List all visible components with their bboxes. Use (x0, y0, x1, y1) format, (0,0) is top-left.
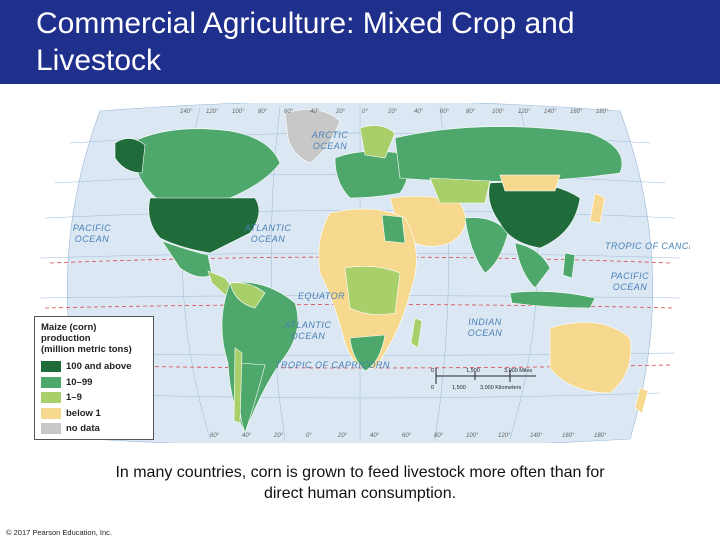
legend-label: 1–9 (66, 392, 82, 404)
longitude-label: 80° (434, 433, 444, 439)
legend-label: 10–99 (66, 376, 93, 388)
new-zealand (634, 387, 649, 414)
longitude-label: 20° (337, 433, 348, 439)
scale-zero-miles: 0 (431, 368, 434, 374)
legend-swatch (41, 361, 61, 373)
legend-swatch (41, 376, 61, 388)
south-america-north (229, 282, 266, 309)
longitude-label: 40° (310, 109, 320, 115)
legend-label: no data (66, 423, 100, 435)
scale-miles-end: 3,000 Miles (504, 368, 532, 374)
alaska (114, 138, 146, 174)
longitude-label: 100° (232, 109, 245, 115)
longitude-label: 60° (402, 433, 412, 439)
mongolia (499, 174, 561, 192)
india (464, 217, 509, 274)
legend-label: 100 and above (66, 361, 132, 373)
legend-item: 100 and above (41, 359, 147, 375)
top-longitude-labels: 140° 120° 100° 80° 60° 40° 20° 0° 20° 40° 60° 80° 10… (180, 109, 609, 115)
legend-item: 10–99 (41, 375, 147, 391)
longitude-label: 140° (180, 109, 193, 115)
longitude-label: 20° (387, 109, 398, 115)
japan (589, 192, 606, 224)
longitude-label: 160° (562, 433, 575, 439)
longitude-label: 20° (335, 109, 346, 115)
indonesia (509, 291, 596, 309)
ocean-label-pacific-west: PACIFIC OCEAN (73, 223, 111, 244)
longitude-label: 60° (284, 109, 294, 115)
longitude-label: 40° (242, 433, 252, 439)
ocean-labels: ARCTIC OCEAN PACIFIC OCEAN ATLANTIC OCEAN P… (73, 130, 649, 341)
longitude-label: 120° (206, 109, 219, 115)
longitude-label: 80° (466, 109, 476, 115)
madagascar (410, 317, 423, 349)
longitude-label: 40° (414, 109, 424, 115)
title-bar (0, 0, 720, 84)
africa-central (344, 266, 401, 315)
scale-zero-km: 0 (431, 385, 434, 391)
map-legend: Maize (corn) production (million metric … (34, 316, 154, 440)
longitude-label: 60° (210, 433, 220, 439)
se-asia (514, 242, 551, 289)
legend-item: 1–9 (41, 390, 147, 406)
europe (334, 151, 408, 199)
scandinavia (359, 125, 396, 159)
legend-label: below 1 (66, 407, 101, 419)
equator-label: EQUATOR (298, 291, 345, 301)
bottom-longitude-labels: 60° 40° 20° 0° 20° 40° 60° 80° 100° 120° 140° 160° 1… (210, 433, 607, 439)
map-svg: ARCTIC OCEAN PACIFIC OCEAN ATLANTIC OCEAN P… (39, 103, 690, 443)
longitude-label: 100° (466, 433, 479, 439)
longitude-label: 180° (596, 109, 609, 115)
longitude-label: 60° (440, 109, 450, 115)
caption: In many countries, corn is grown to feed… (115, 464, 605, 502)
world-map: ARCTIC OCEAN PACIFIC OCEAN ATLANTIC OCEAN P… (30, 103, 690, 443)
legend-swatch (41, 423, 61, 435)
scale-km-mid: 1,500 (452, 385, 466, 391)
australia (549, 322, 632, 394)
longitude-label: 100° (492, 109, 505, 115)
south-africa (349, 334, 386, 372)
scale-bar: 0 1,500 3,000 Miles 0 1,500 3,000 Kilome… (431, 368, 536, 391)
legend-title: Maize (corn) production (million metric … (41, 322, 132, 355)
russia (394, 126, 623, 182)
legend-swatch (41, 392, 61, 404)
chile (233, 347, 243, 424)
ocean-label-atlantic-south: ATLANTIC OCEAN (284, 320, 332, 341)
greenland (284, 109, 341, 164)
kazakhstan (429, 177, 491, 204)
longitude-label: 0° (362, 109, 368, 115)
legend-item: below 1 (41, 406, 147, 422)
longitude-label: 140° (530, 433, 543, 439)
ocean-label-arctic: ARCTIC OCEAN (311, 130, 349, 151)
longitude-label: 20° (273, 433, 284, 439)
ocean-label-indian: INDIAN OCEAN (468, 317, 503, 338)
egypt (381, 214, 406, 244)
longitude-label: 40° (370, 433, 380, 439)
philippines (562, 252, 576, 279)
canada (129, 128, 281, 202)
copyright: © 2017 Pearson Education, Inc. (6, 528, 113, 537)
longitude-label: 180° (594, 433, 607, 439)
longitude-label: 140° (544, 109, 557, 115)
ocean-label-atlantic-north: ATLANTIC OCEAN (244, 223, 292, 244)
longitude-label: 0° (306, 433, 312, 439)
tropic-capricorn-label: TROPIC OF CAPRICORN (275, 360, 390, 370)
legend-swatch (41, 407, 61, 419)
longitude-label: 80° (258, 109, 268, 115)
longitude-label: 120° (498, 433, 511, 439)
scale-miles-mid: 1,500 (466, 368, 480, 374)
longitude-label: 160° (570, 109, 583, 115)
legend-item: no data (41, 421, 147, 437)
scale-km-end: 3,000 Kilometers (480, 385, 522, 391)
slide-title: Commercial Agriculture: Mixed Crop and L… (36, 7, 575, 77)
usa (148, 197, 260, 254)
longitude-label: 120° (518, 109, 531, 115)
ocean-label-pacific-east: PACIFIC OCEAN (611, 271, 649, 292)
tropic-cancer-label: TROPIC OF CANCER (605, 241, 690, 251)
